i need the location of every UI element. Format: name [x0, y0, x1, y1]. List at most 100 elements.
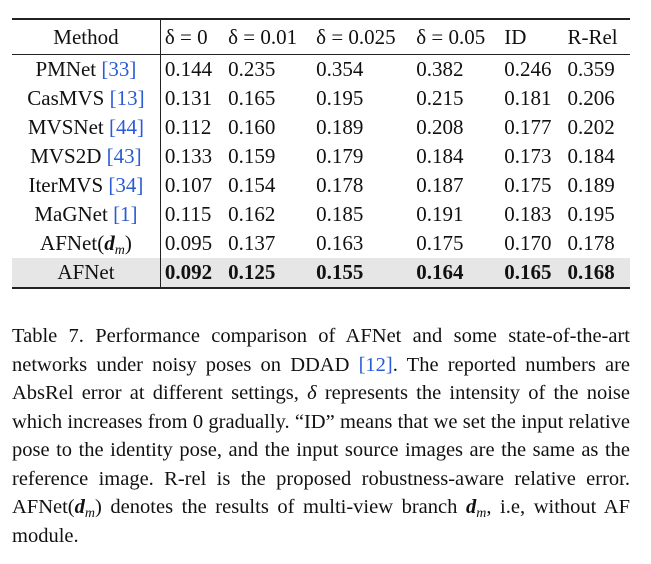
citation-link[interactable]: [43]	[106, 144, 142, 168]
caption-label: Table 7.	[12, 325, 84, 347]
method-cell: MVSNet [44]	[12, 113, 161, 142]
value-cell: 0.179	[316, 144, 364, 168]
method-name: PMNet	[35, 57, 97, 81]
citation-link[interactable]: [1]	[113, 202, 138, 226]
caption-math-sub-m: m	[476, 506, 487, 521]
value-cell: 0.246	[504, 57, 552, 81]
value-cell: 0.354	[316, 57, 364, 81]
method-cell: MaGNet [1]	[12, 200, 161, 229]
table-row: MaGNet [1] 0.115 0.162 0.185 0.191 0.183…	[12, 200, 630, 229]
citation-link[interactable]: [13]	[109, 86, 145, 110]
value-cell-best: 0.125	[224, 258, 313, 288]
method-name: MVS2D	[30, 144, 102, 168]
caption-text: . The reported numbers are AbsRel error …	[12, 353, 631, 405]
citation-link[interactable]: [34]	[108, 173, 144, 197]
table-row-highlighted: AFNet 0.092 0.125 0.155 0.164 0.165 0.16…	[12, 258, 630, 288]
value-cell-best: 0.164	[412, 258, 501, 288]
citation-link[interactable]: [44]	[108, 115, 144, 139]
value-cell: 0.178	[316, 173, 364, 197]
value-cell: 0.137	[228, 231, 276, 255]
caption-text: represents the intensity of the noise wh…	[12, 382, 630, 518]
value-cell: 0.144	[164, 57, 213, 81]
value-cell: 0.183	[504, 202, 552, 226]
value-cell: 0.170	[504, 231, 552, 255]
value-cell-best: 0.168	[563, 258, 630, 288]
method-name: CasMVS	[27, 86, 105, 110]
table-row: PMNet [33] 0.144 0.235 0.354 0.382 0.246…	[12, 54, 630, 84]
results-table: Method δ = 0 δ = 0.01 δ = 0.025 δ = 0.05…	[12, 18, 630, 289]
header-delta-001: δ = 0.01	[228, 24, 298, 49]
caption-delta-symbol: δ	[307, 382, 317, 404]
header-delta-0: δ = 0	[164, 24, 208, 49]
table-caption: Table 7. Performance comparison of AFNet…	[12, 322, 630, 550]
value-cell: 0.107	[164, 173, 213, 197]
value-cell: 0.175	[416, 231, 464, 255]
caption-math-d: d	[465, 496, 477, 518]
value-cell: 0.133	[164, 144, 213, 168]
value-cell: 0.181	[504, 86, 552, 110]
value-cell: 0.189	[316, 115, 364, 139]
value-cell: 0.178	[567, 231, 615, 255]
value-cell-best: 0.155	[312, 258, 413, 288]
value-cell: 0.184	[567, 144, 615, 168]
caption-text: ) denotes the results of multi-view bran…	[95, 496, 466, 518]
value-cell: 0.187	[416, 173, 464, 197]
method-cell: IterMVS [34]	[12, 171, 161, 200]
table-row: CasMVS [13] 0.131 0.165 0.195 0.215 0.18…	[12, 84, 630, 113]
value-cell: 0.159	[228, 144, 276, 168]
results-table-container: Method δ = 0 δ = 0.01 δ = 0.025 δ = 0.05…	[12, 18, 630, 289]
value-cell: 0.163	[316, 231, 364, 255]
value-cell: 0.202	[567, 115, 615, 139]
method-cell: AFNet(dm)	[12, 229, 161, 258]
caption-text: , i.e, without AF module.	[12, 496, 630, 547]
value-cell: 0.160	[228, 115, 276, 139]
table-header-row: Method δ = 0 δ = 0.01 δ = 0.025 δ = 0.05…	[12, 19, 630, 55]
value-cell: 0.175	[504, 173, 552, 197]
method-name: AFNet(	[40, 231, 105, 255]
method-name: AFNet	[57, 260, 115, 284]
header-delta-005: δ = 0.05	[416, 24, 486, 49]
method-name: MaGNet	[34, 202, 108, 226]
method-cell: PMNet [33]	[12, 54, 161, 84]
value-cell: 0.191	[416, 202, 464, 226]
value-cell: 0.173	[504, 144, 552, 168]
value-cell: 0.115	[164, 202, 212, 226]
value-cell: 0.195	[316, 86, 364, 110]
caption-citation-link[interactable]: [12]	[358, 353, 393, 376]
value-cell: 0.185	[316, 202, 364, 226]
value-cell-best: 0.165	[500, 258, 564, 288]
value-cell: 0.154	[228, 173, 276, 197]
math-subscript-m: m	[114, 243, 125, 258]
value-cell: 0.206	[567, 86, 615, 110]
value-cell: 0.162	[228, 202, 276, 226]
caption-math-sub-m: m	[84, 506, 96, 521]
header-r-rel: R-Rel	[567, 24, 618, 49]
method-cell: AFNet	[12, 258, 161, 288]
table-row: AFNet(dm) 0.095 0.137 0.163 0.175 0.170 …	[12, 229, 630, 258]
value-cell-best: 0.092	[160, 258, 225, 288]
value-cell: 0.165	[228, 86, 276, 110]
method-cell: MVS2D [43]	[12, 142, 161, 171]
header-delta-0025: δ = 0.025	[316, 24, 396, 49]
math-symbol-d: d	[104, 231, 115, 255]
value-cell: 0.359	[567, 57, 615, 81]
header-method: Method	[12, 19, 161, 55]
value-cell: 0.131	[164, 86, 213, 110]
value-cell: 0.195	[567, 202, 615, 226]
method-name: MVSNet	[27, 115, 104, 139]
close-paren: )	[124, 231, 132, 255]
value-cell: 0.215	[416, 86, 464, 110]
value-cell: 0.208	[416, 115, 464, 139]
value-cell: 0.095	[164, 231, 213, 255]
table-row: IterMVS [34] 0.107 0.154 0.178 0.187 0.1…	[12, 171, 630, 200]
value-cell: 0.184	[416, 144, 464, 168]
value-cell: 0.189	[567, 173, 615, 197]
value-cell: 0.112	[164, 115, 212, 139]
value-cell: 0.177	[504, 115, 552, 139]
value-cell: 0.235	[228, 57, 276, 81]
caption-text: Performance comparison of AFNet and some…	[12, 325, 630, 376]
citation-link[interactable]: [33]	[101, 57, 137, 81]
table-row: MVSNet [44] 0.112 0.160 0.189 0.208 0.17…	[12, 113, 630, 142]
caption-math-d: d	[74, 496, 85, 518]
method-name: IterMVS	[28, 173, 104, 197]
